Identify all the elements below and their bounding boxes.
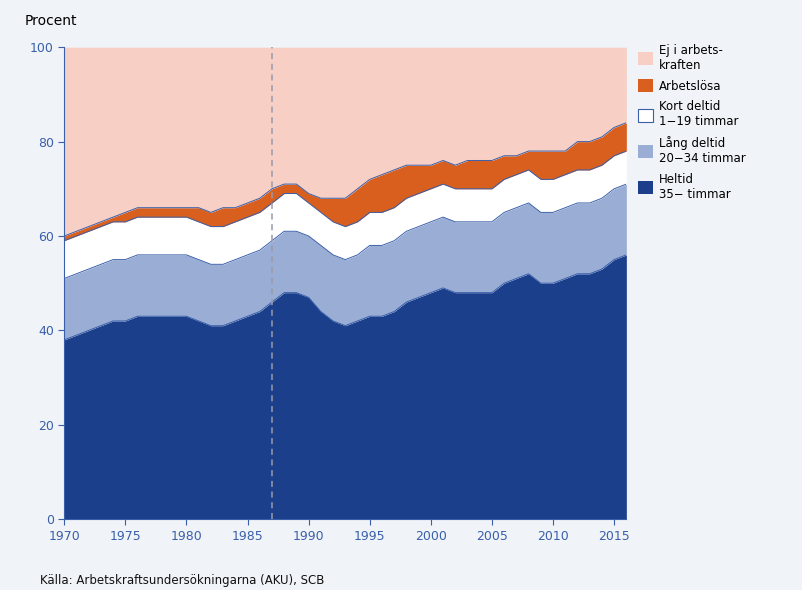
- Text: Procent: Procent: [25, 14, 77, 28]
- Text: Källa: Arbetskraftsundersökningarna (AKU), SCB: Källa: Arbetskraftsundersökningarna (AKU…: [40, 574, 324, 587]
- Legend: Ej i arbets-
kraften, Arbetslösa, Kort deltid
1−19 timmar, Lång deltid
20−34 tim: Ej i arbets- kraften, Arbetslösa, Kort d…: [637, 44, 745, 201]
